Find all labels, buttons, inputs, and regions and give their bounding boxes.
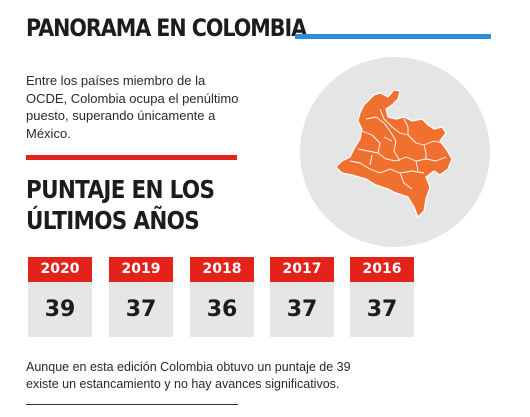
score-card-2018: 2018 36 [190, 257, 254, 337]
section-divider [26, 155, 237, 160]
intro-text: Entre los países miembro de la OCDE, Col… [26, 73, 239, 141]
scores-title: PUNTAJE EN LOS ÚLTIMOS AÑOS [26, 175, 215, 235]
score-card-value: 39 [44, 297, 76, 322]
bottom-divider [26, 404, 238, 405]
department-borders [349, 108, 447, 190]
score-card-year: 2019 [109, 257, 173, 282]
score-card-2017: 2017 37 [270, 257, 334, 337]
colombia-map-shape [335, 89, 453, 218]
score-card-year: 2016 [350, 257, 414, 282]
score-card-value: 37 [286, 297, 318, 322]
scores-grid: 2020 39 2019 37 2018 36 2017 37 2016 37 [28, 257, 428, 337]
score-card-2016: 2016 37 [350, 257, 414, 337]
colombia-map-icon [335, 89, 453, 218]
score-card-value: 37 [366, 297, 398, 322]
map-container [300, 57, 490, 247]
score-card-year: 2018 [190, 257, 254, 282]
title-divider [295, 34, 491, 39]
score-card-value: 36 [206, 297, 238, 322]
score-card-year: 2020 [28, 257, 92, 282]
outro-text: Aunque en esta edición Colombia obtuvo u… [26, 360, 351, 391]
score-card-value: 37 [125, 297, 157, 322]
score-card-year: 2017 [270, 257, 334, 282]
score-card-2020: 2020 39 [28, 257, 92, 337]
score-card-2019: 2019 37 [109, 257, 173, 337]
page-title: PANORAMA EN COLOMBIA [26, 14, 307, 42]
